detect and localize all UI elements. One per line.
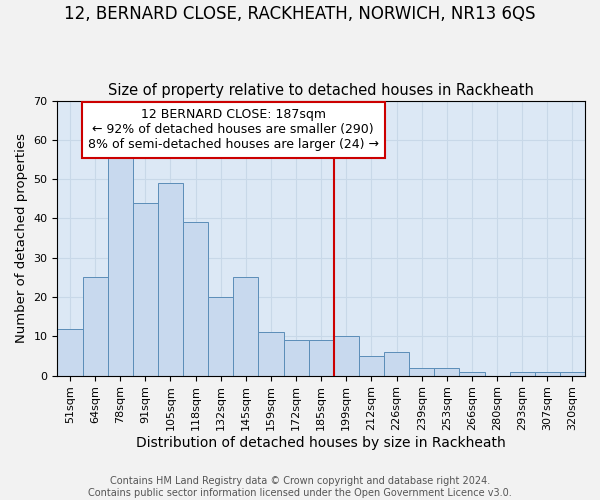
Text: 12, BERNARD CLOSE, RACKHEATH, NORWICH, NR13 6QS: 12, BERNARD CLOSE, RACKHEATH, NORWICH, N… xyxy=(64,5,536,23)
Bar xyxy=(359,356,384,376)
Bar xyxy=(233,278,259,376)
Bar xyxy=(409,368,434,376)
Bar xyxy=(83,278,107,376)
Bar xyxy=(133,203,158,376)
Y-axis label: Number of detached properties: Number of detached properties xyxy=(15,133,28,343)
Bar xyxy=(334,336,359,376)
Text: Contains HM Land Registry data © Crown copyright and database right 2024.
Contai: Contains HM Land Registry data © Crown c… xyxy=(88,476,512,498)
Bar xyxy=(308,340,334,376)
Bar xyxy=(434,368,460,376)
Title: Size of property relative to detached houses in Rackheath: Size of property relative to detached ho… xyxy=(108,83,534,98)
Bar xyxy=(384,352,409,376)
Bar xyxy=(460,372,485,376)
Bar xyxy=(58,328,83,376)
X-axis label: Distribution of detached houses by size in Rackheath: Distribution of detached houses by size … xyxy=(136,436,506,450)
Bar xyxy=(560,372,585,376)
Bar xyxy=(158,183,183,376)
Bar xyxy=(535,372,560,376)
Text: 12 BERNARD CLOSE: 187sqm
← 92% of detached houses are smaller (290)
8% of semi-d: 12 BERNARD CLOSE: 187sqm ← 92% of detach… xyxy=(88,108,379,152)
Bar xyxy=(183,222,208,376)
Bar xyxy=(208,297,233,376)
Bar xyxy=(107,152,133,376)
Bar xyxy=(509,372,535,376)
Bar xyxy=(259,332,284,376)
Bar xyxy=(284,340,308,376)
